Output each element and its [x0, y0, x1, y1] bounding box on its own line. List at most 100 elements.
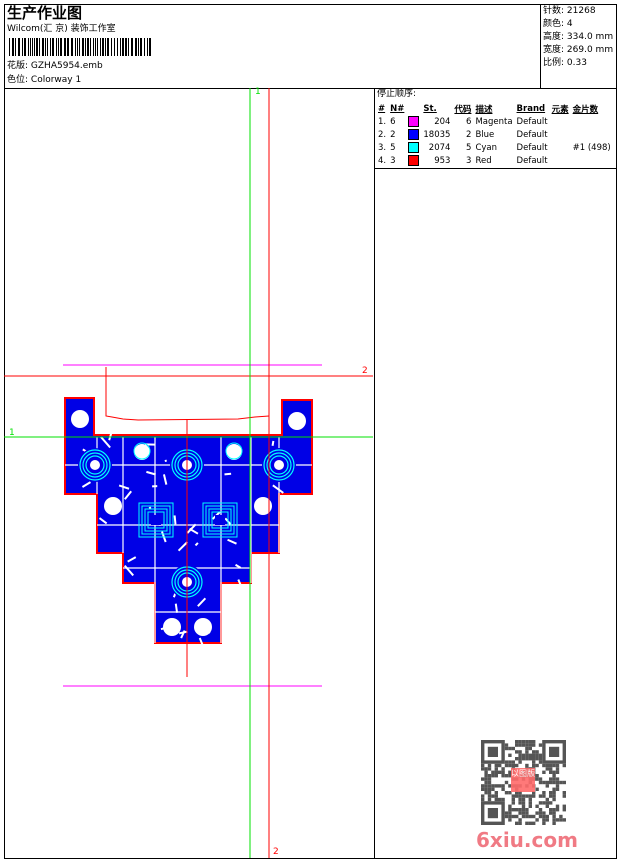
qr-module [535, 787, 539, 791]
ring-center [274, 460, 284, 470]
barcode-bar [79, 38, 80, 56]
qr-module [508, 770, 512, 774]
color-swatch [406, 154, 421, 167]
stitches-value: 21268 [566, 6, 596, 16]
lattice-stroke [148, 506, 152, 510]
square-center [215, 515, 225, 525]
qr-module [504, 814, 509, 819]
cell-desc: Cyan [475, 142, 497, 153]
qr-module [501, 787, 505, 791]
qr-module [487, 777, 492, 781]
barcode-bar [22, 38, 23, 56]
qr-module [562, 780, 566, 785]
scale-label: 比例: [543, 58, 565, 68]
lattice-stroke [123, 564, 134, 577]
col-desc: 描述 [475, 104, 493, 115]
qr-module [545, 814, 549, 819]
qr-module [549, 767, 553, 771]
qr-module [504, 780, 509, 785]
qr-module [545, 801, 549, 805]
cell-idx: 4. [378, 155, 387, 166]
col-sequins: 金片数 [572, 104, 599, 115]
lattice-stroke [98, 517, 108, 525]
barcode-bar [42, 38, 44, 56]
barcode-bar [100, 38, 101, 56]
qr-module [542, 801, 546, 805]
lattice-stroke [180, 630, 186, 639]
qr-module [484, 791, 488, 795]
lattice-hole [71, 410, 89, 428]
qr-module [528, 814, 532, 819]
qr-module [494, 770, 498, 774]
barcode-bar [75, 38, 76, 56]
qr-module [562, 808, 566, 812]
qr-module [545, 767, 549, 771]
lattice-stroke [186, 523, 197, 534]
qr-module [538, 801, 543, 805]
qr-module [491, 770, 495, 774]
barcode-bar [15, 38, 16, 56]
lattice-stroke [127, 556, 137, 563]
qr-module [518, 797, 522, 802]
qr-module [504, 774, 509, 778]
qr-module [515, 740, 519, 744]
cell-brand: Default [516, 116, 548, 127]
qr-module [525, 808, 529, 812]
qr-module [508, 804, 512, 808]
qr-module [552, 797, 556, 802]
qr-module [508, 784, 512, 788]
qr-module [535, 774, 539, 778]
cell-brand: Default [516, 155, 548, 166]
qr-module [555, 808, 560, 812]
qr-module [484, 780, 488, 785]
qr-module [515, 750, 519, 754]
qr-module [501, 770, 505, 774]
barcode-bar [97, 38, 98, 56]
barcode-bar [28, 38, 29, 56]
scale-value: 0.33 [566, 58, 587, 68]
qr-module [515, 763, 519, 768]
qr-module [542, 821, 546, 825]
qr-module [484, 770, 488, 774]
qr-module [525, 750, 529, 754]
qr-module [555, 804, 560, 808]
colorway-label: 色位: [7, 75, 29, 85]
qr-module [508, 774, 512, 778]
qr-module [545, 797, 549, 802]
color-swatch [406, 115, 421, 128]
qr-module [542, 770, 546, 774]
colors-value: 4 [566, 19, 573, 29]
qr-module [515, 757, 519, 761]
cell-st: 2074 [428, 142, 451, 153]
cyan-ring [79, 449, 111, 481]
qr-module [518, 821, 522, 825]
barcode-bar [32, 38, 33, 56]
qr-module [481, 767, 485, 771]
cell-code: 3 [466, 155, 472, 166]
qr-module [487, 763, 492, 768]
lattice-stroke [189, 527, 199, 535]
lattice-stroke [235, 563, 242, 569]
qr-module [508, 811, 512, 815]
qr-module [549, 770, 553, 774]
qr-module [508, 753, 512, 757]
cell-n: 3 [390, 155, 396, 166]
qr-module [518, 760, 522, 764]
qr-module [555, 787, 560, 791]
qr-module [501, 767, 505, 771]
qr-module [487, 784, 492, 788]
qr-module [528, 797, 532, 802]
qr-module [525, 740, 529, 744]
lattice-stroke [81, 481, 92, 488]
qr-module [521, 794, 526, 798]
lattice-stroke [124, 490, 132, 500]
height-value: 334.0 mm [566, 32, 614, 42]
qr-module [521, 814, 526, 819]
qr-module [538, 811, 543, 815]
barcode-bar [67, 38, 69, 56]
lattice-hole [104, 497, 122, 515]
qr-module [562, 804, 566, 808]
qr-module [559, 780, 563, 785]
qr-module [504, 746, 509, 751]
